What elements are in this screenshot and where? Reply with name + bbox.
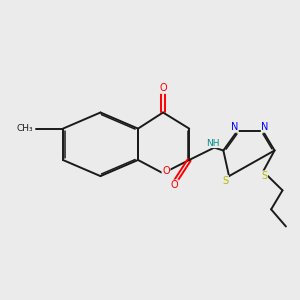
Text: CH₃: CH₃ bbox=[16, 124, 33, 133]
Text: N: N bbox=[231, 122, 238, 132]
Text: O: O bbox=[159, 83, 167, 93]
Text: NH: NH bbox=[206, 139, 220, 148]
Text: S: S bbox=[262, 171, 268, 181]
Text: O: O bbox=[162, 166, 170, 176]
Text: N: N bbox=[261, 122, 268, 132]
Text: O: O bbox=[171, 180, 178, 190]
Text: S: S bbox=[222, 176, 229, 185]
